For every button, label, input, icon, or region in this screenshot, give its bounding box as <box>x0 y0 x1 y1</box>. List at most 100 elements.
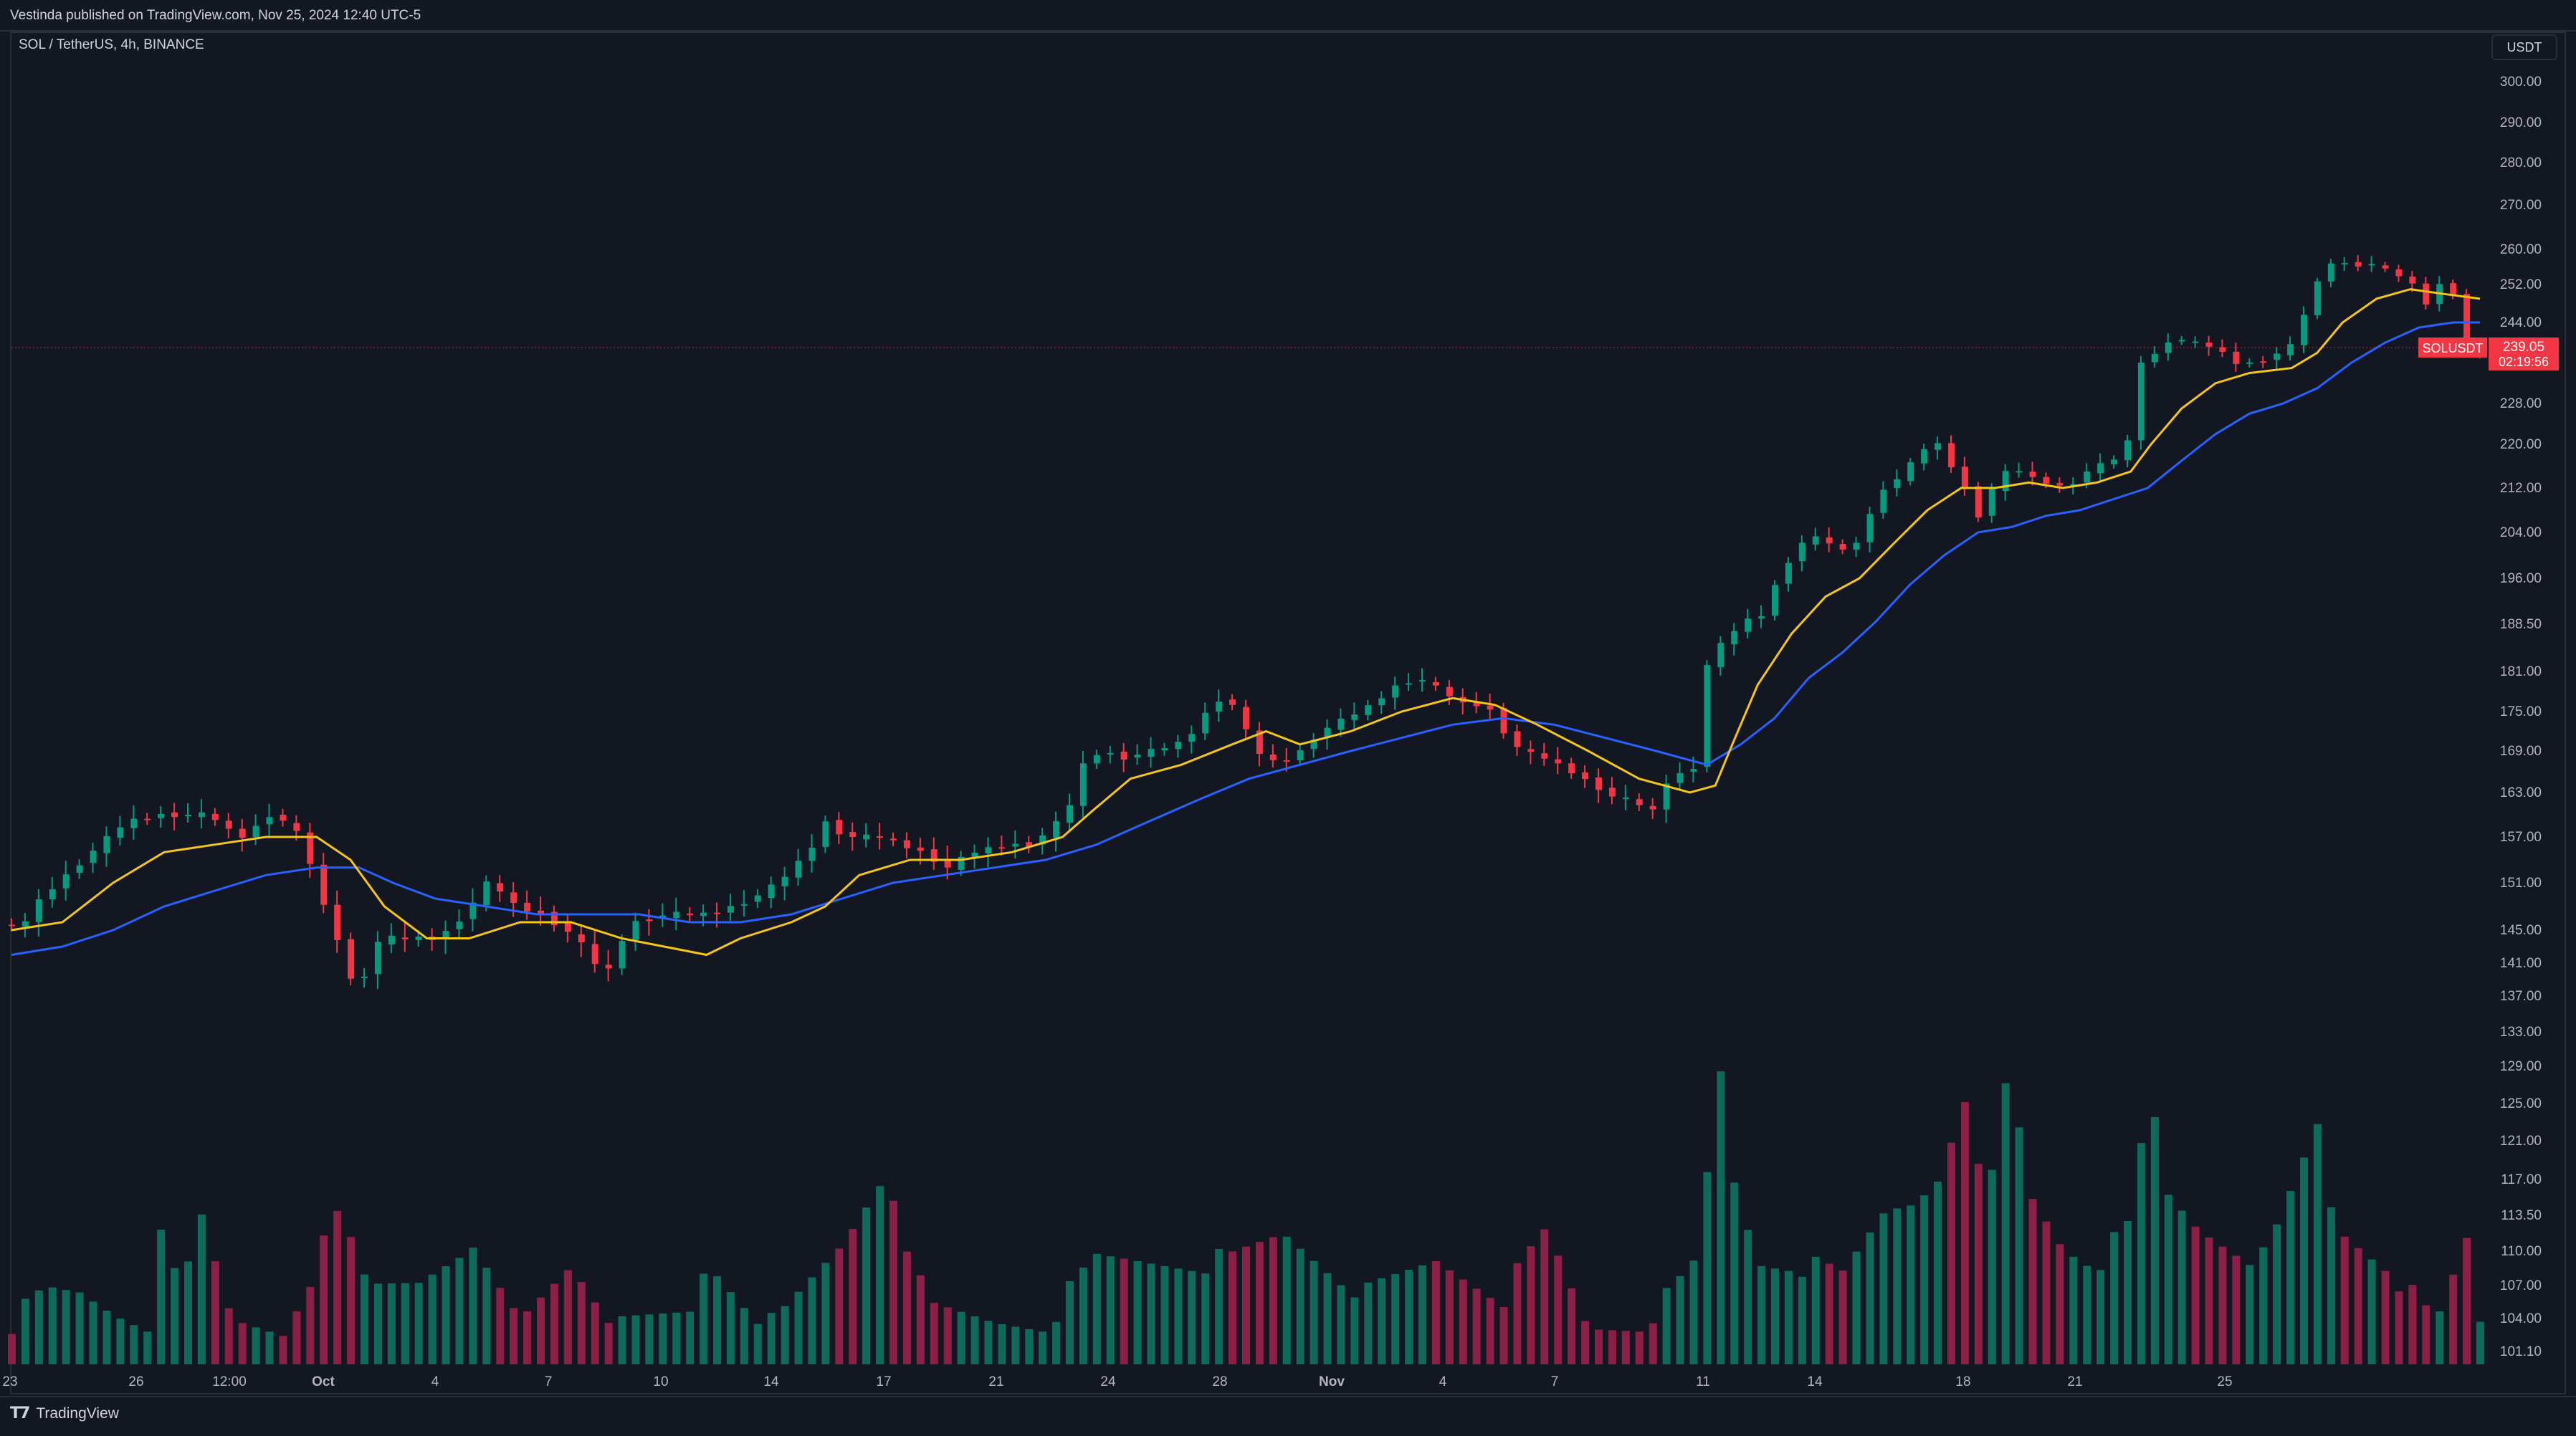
candle-body <box>1269 755 1277 760</box>
volume-bar <box>2463 1238 2471 1364</box>
volume-bar <box>1310 1260 1318 1364</box>
volume-bar <box>1717 1071 1725 1364</box>
volume-bar <box>686 1311 695 1364</box>
candle-body <box>646 919 653 922</box>
volume-bar <box>1988 1169 1996 1364</box>
volume-bar <box>700 1273 708 1364</box>
candle-body <box>280 815 287 821</box>
volume-bar <box>1039 1331 1047 1364</box>
volume-bar <box>157 1230 166 1364</box>
candle-body <box>903 840 910 848</box>
candle-body <box>1636 799 1643 805</box>
candle-body <box>578 934 585 943</box>
candle-body <box>971 852 978 859</box>
candle-body <box>2137 363 2145 441</box>
volume-bar <box>2056 1244 2064 1364</box>
candle-body <box>1839 544 1846 550</box>
candle-body <box>2314 281 2321 316</box>
candle-body <box>2355 262 2362 267</box>
volume-bar <box>2042 1221 2051 1364</box>
volume-bar <box>2110 1232 2119 1364</box>
volume-bar <box>2273 1224 2281 1364</box>
volume-bar <box>1649 1323 1657 1364</box>
currency-button[interactable]: USDT <box>2491 34 2557 60</box>
volume-bar <box>1378 1278 1386 1364</box>
symbol-tag-box <box>2418 337 2487 358</box>
volume-bar <box>1621 1331 1630 1364</box>
candle-body <box>2395 269 2403 277</box>
tradingview-brand[interactable]: T7 TradingView <box>10 1404 119 1422</box>
candle-body <box>808 848 816 861</box>
candle-body <box>564 922 571 932</box>
candle-body <box>2205 343 2213 347</box>
volume-bar <box>1391 1273 1400 1364</box>
candle-body <box>1120 751 1127 760</box>
volume-bar <box>89 1301 97 1364</box>
candle-body <box>687 913 694 916</box>
volume-bar <box>1445 1270 1454 1364</box>
candle-body <box>388 935 395 945</box>
candle-body <box>1297 750 1304 760</box>
candle-body <box>2341 262 2348 264</box>
volume-bar <box>197 1214 206 1364</box>
candle-body <box>1690 769 1697 772</box>
volume-bar <box>469 1248 477 1364</box>
candle-body <box>1012 843 1019 847</box>
candle-body <box>1419 680 1426 681</box>
symbol-legend[interactable]: SOL / TetherUS, 4h, BINANCE <box>19 37 204 53</box>
x-tick-label: 17 <box>876 1374 891 1389</box>
volume-bar <box>2150 1116 2159 1364</box>
x-tick-label: 7 <box>1551 1374 1559 1389</box>
candle-body <box>185 815 191 816</box>
volume-bar <box>889 1200 897 1364</box>
volume-bar <box>347 1237 356 1364</box>
candle-body <box>740 904 748 906</box>
volume-bar <box>373 1283 382 1364</box>
candle-body <box>1406 683 1413 685</box>
volume-bar <box>645 1314 654 1364</box>
volume-bar <box>1581 1321 1590 1364</box>
volume-bar <box>48 1287 57 1364</box>
volume-bar <box>21 1298 29 1364</box>
volume-bar <box>184 1261 192 1364</box>
candle-body <box>863 834 870 840</box>
candle-body <box>673 911 680 919</box>
volume-bar <box>1676 1275 1684 1364</box>
y-tick-label: 252.00 <box>2500 277 2542 292</box>
volume-bar <box>1595 1329 1603 1364</box>
volume-bar <box>753 1323 762 1364</box>
y-tick-label: 212.00 <box>2500 481 2542 496</box>
y-tick-label: 163.00 <box>2500 785 2542 800</box>
volume-bar <box>1920 1195 1929 1364</box>
volume-bar <box>252 1327 260 1364</box>
brand-label: TradingView <box>36 1404 119 1422</box>
candle-body <box>1948 443 1955 468</box>
candle-body <box>632 921 639 940</box>
candle-body <box>2301 315 2307 345</box>
volume-bar <box>1893 1208 1902 1364</box>
candle-body <box>1866 514 1874 542</box>
candle-body <box>9 924 15 927</box>
candle-body <box>917 847 924 851</box>
x-tick-label: 4 <box>431 1374 439 1389</box>
candle-body <box>2219 347 2226 352</box>
volume-bar <box>1092 1253 1101 1364</box>
volume-bar <box>34 1290 43 1364</box>
publish-text: Vestinda published on TradingView.com, N… <box>10 8 421 23</box>
volume-bar <box>442 1266 450 1364</box>
volume-bar <box>1798 1276 1806 1364</box>
candle-body <box>307 832 314 864</box>
candle-body <box>415 937 422 940</box>
volume-bar <box>957 1311 965 1364</box>
volume-bar <box>496 1288 505 1364</box>
volume-bar <box>659 1313 667 1364</box>
candle-body <box>1582 772 1589 780</box>
volume-bar <box>1486 1298 1494 1364</box>
candle-body <box>1256 730 1263 754</box>
y-tick-label: 125.00 <box>2500 1096 2542 1111</box>
candle-body <box>158 813 165 818</box>
volume-bar <box>2232 1255 2241 1364</box>
y-tick-label: 175.00 <box>2500 704 2542 719</box>
volume-bar <box>482 1268 491 1364</box>
